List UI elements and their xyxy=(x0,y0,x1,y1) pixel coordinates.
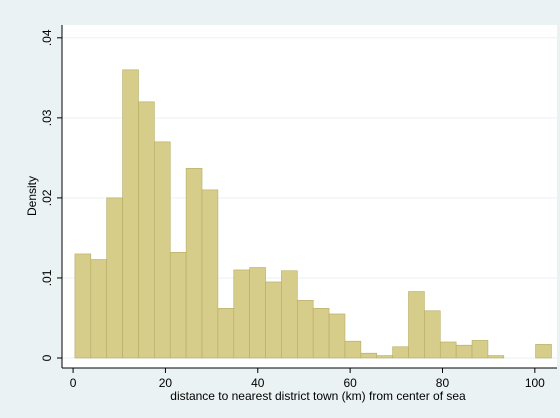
bar xyxy=(201,189,219,359)
bar xyxy=(122,69,139,359)
x-tick-label: 60 xyxy=(343,376,357,390)
y-tick-label: .03 xyxy=(40,109,54,126)
y-axis-label: Density xyxy=(25,176,39,216)
x-tick-label: 40 xyxy=(251,376,265,390)
bar xyxy=(360,352,378,359)
bar xyxy=(169,252,187,359)
bar xyxy=(424,310,441,359)
bar xyxy=(344,340,362,359)
bar xyxy=(138,101,155,359)
y-tick-label: .02 xyxy=(40,189,54,206)
y-tick-label: .04 xyxy=(40,29,54,46)
bar xyxy=(439,341,457,359)
y-tick-label: 0 xyxy=(40,354,54,361)
bar xyxy=(233,269,250,359)
x-tick-label: 100 xyxy=(525,376,545,390)
bar xyxy=(312,308,330,359)
bar xyxy=(217,308,235,359)
bar xyxy=(328,313,346,359)
bar xyxy=(408,291,425,359)
bar xyxy=(74,253,92,359)
x-axis-label: distance to nearest district town (km) f… xyxy=(170,389,466,403)
bar xyxy=(297,300,314,359)
bar xyxy=(249,267,266,359)
bar xyxy=(535,344,552,359)
bar xyxy=(281,270,298,359)
x-tick-label: 20 xyxy=(159,376,173,390)
bar xyxy=(376,355,393,359)
bar xyxy=(487,355,505,359)
y-tick-label: .01 xyxy=(40,269,54,286)
bar xyxy=(106,197,123,359)
bar xyxy=(471,340,489,359)
x-tick-label: 0 xyxy=(70,376,77,390)
bar xyxy=(185,167,203,359)
x-tick-label: 80 xyxy=(436,376,450,390)
bar xyxy=(154,141,171,359)
bar xyxy=(90,259,107,359)
bar xyxy=(392,346,409,359)
bar xyxy=(455,344,473,359)
bar xyxy=(265,281,282,359)
